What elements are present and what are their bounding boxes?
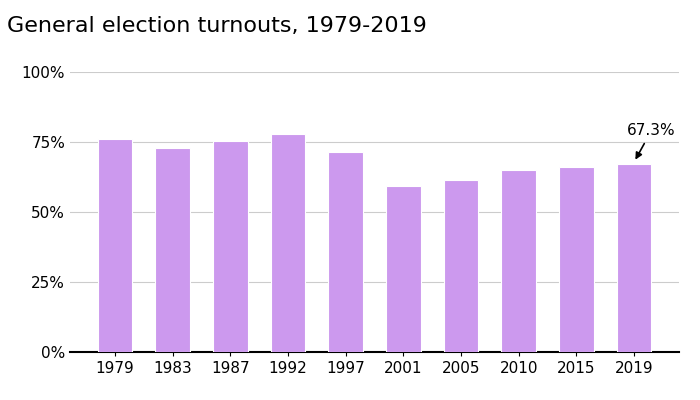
Text: 67.3%: 67.3% xyxy=(627,123,676,158)
Bar xyxy=(328,152,363,352)
Text: General election turnouts, 1979-2019: General election turnouts, 1979-2019 xyxy=(7,16,427,36)
Bar xyxy=(98,139,132,352)
Bar xyxy=(213,141,248,352)
Bar xyxy=(155,148,190,352)
Bar xyxy=(559,167,594,352)
Bar xyxy=(617,164,651,352)
Bar xyxy=(386,186,421,352)
Bar xyxy=(271,134,305,352)
Bar xyxy=(501,170,536,352)
Bar xyxy=(444,180,478,352)
